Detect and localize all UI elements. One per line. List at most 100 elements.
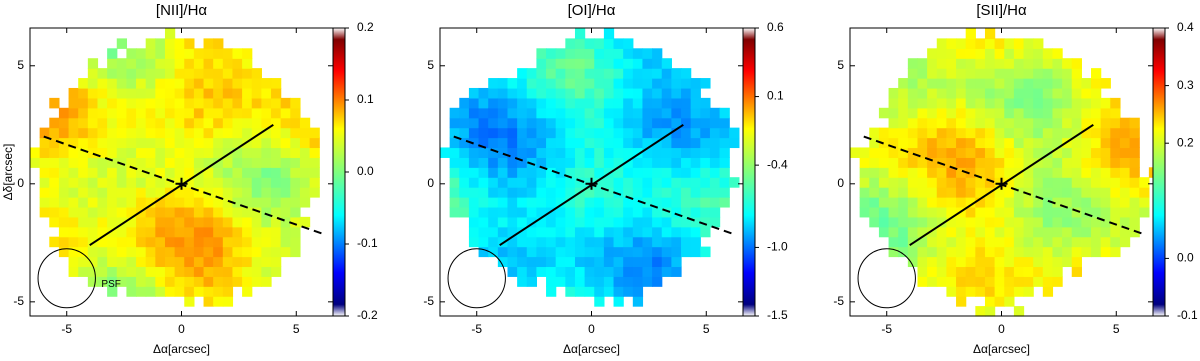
map-cell — [517, 97, 528, 109]
map-cell — [1023, 107, 1034, 119]
map-cell — [145, 187, 156, 198]
map-cell — [927, 226, 938, 238]
map-cell — [1062, 177, 1073, 188]
map-cell — [927, 216, 938, 228]
map-cell — [97, 206, 108, 218]
map-cell — [1004, 177, 1015, 188]
map-cell — [97, 117, 108, 129]
map-cell — [280, 127, 291, 139]
map-cell — [193, 276, 205, 287]
map-cell — [946, 236, 957, 248]
map-cell — [193, 137, 205, 149]
map-cell — [290, 107, 301, 119]
map-cell — [565, 266, 576, 277]
map-cell — [1071, 157, 1082, 168]
map-cell — [965, 167, 976, 178]
center-cross — [995, 177, 1008, 190]
map-cell — [917, 236, 928, 248]
map-cell — [661, 78, 672, 89]
map-cell — [700, 127, 711, 139]
map-cell — [594, 167, 605, 178]
map-cell — [87, 226, 99, 238]
map-cell — [145, 286, 156, 297]
map-cell — [232, 48, 243, 59]
map-cell — [1091, 147, 1102, 158]
map-cell — [213, 177, 224, 188]
map-cell — [1062, 147, 1073, 158]
map-cell — [584, 137, 595, 149]
map-cell — [78, 127, 89, 139]
map-cell — [888, 177, 899, 188]
map-cell — [1091, 107, 1102, 119]
map-cell — [1081, 127, 1092, 139]
map-cell — [1023, 276, 1034, 287]
map-cell — [642, 236, 653, 248]
map-cell — [459, 147, 470, 158]
map-cell — [251, 246, 262, 258]
map-cell — [709, 177, 721, 188]
map-cell — [1091, 177, 1102, 188]
map-cell — [936, 167, 948, 178]
map-cell — [565, 167, 576, 178]
map-cell — [1119, 167, 1131, 178]
map-cell — [975, 117, 986, 129]
map-cell — [497, 177, 509, 188]
map-cell — [97, 87, 108, 99]
map-cell — [984, 216, 996, 228]
map-cell — [97, 187, 108, 198]
map-cell — [594, 226, 605, 238]
x-tick-label: -5 — [61, 322, 72, 336]
map-cell — [536, 216, 547, 228]
map-cell — [517, 266, 528, 277]
map-cell — [232, 68, 243, 79]
map-cell — [1119, 197, 1131, 208]
map-cell — [290, 127, 301, 139]
map-cell — [488, 197, 499, 208]
map-cell — [87, 68, 99, 79]
map-cell — [107, 137, 118, 149]
map-cell — [174, 206, 185, 218]
map-cell — [517, 276, 528, 287]
map-cell — [956, 256, 967, 268]
map-cell — [1004, 68, 1015, 79]
map-cell — [984, 236, 996, 248]
map-cell — [536, 78, 547, 89]
map-cell — [1119, 177, 1131, 188]
map-cell — [946, 137, 957, 149]
map-cell — [251, 87, 262, 99]
map-cell — [536, 246, 547, 258]
map-cell — [1110, 157, 1121, 168]
map-cell — [213, 157, 224, 168]
map-cell — [242, 127, 253, 139]
map-cell — [975, 48, 986, 59]
map-cell — [107, 97, 118, 109]
map-cell — [449, 137, 460, 149]
map-cell — [1013, 38, 1025, 49]
map-cell — [652, 276, 663, 287]
map-cell — [907, 206, 919, 218]
map-cell — [459, 137, 470, 149]
map-cell — [97, 167, 108, 178]
map-cell — [709, 127, 721, 139]
map-cell — [917, 157, 928, 168]
map-cell — [68, 256, 79, 268]
map-cell — [709, 187, 721, 198]
map-cell — [584, 226, 595, 238]
colorbar-tick-label: 0.0 — [1177, 251, 1194, 265]
map-cell — [222, 68, 234, 79]
map-cell — [565, 157, 576, 168]
map-cell — [39, 187, 50, 198]
map-cell — [526, 107, 538, 119]
map-cell — [623, 58, 634, 69]
map-cell — [594, 187, 605, 198]
map-cell — [1052, 157, 1063, 168]
map-cell — [936, 38, 948, 49]
map-cell — [1033, 48, 1044, 59]
map-cell — [574, 38, 586, 49]
map-cell — [193, 78, 205, 89]
map-cell — [613, 87, 624, 99]
map-cell — [584, 266, 595, 277]
map-cell — [507, 87, 518, 99]
map-cell — [1081, 97, 1092, 109]
map-cell — [203, 167, 214, 178]
